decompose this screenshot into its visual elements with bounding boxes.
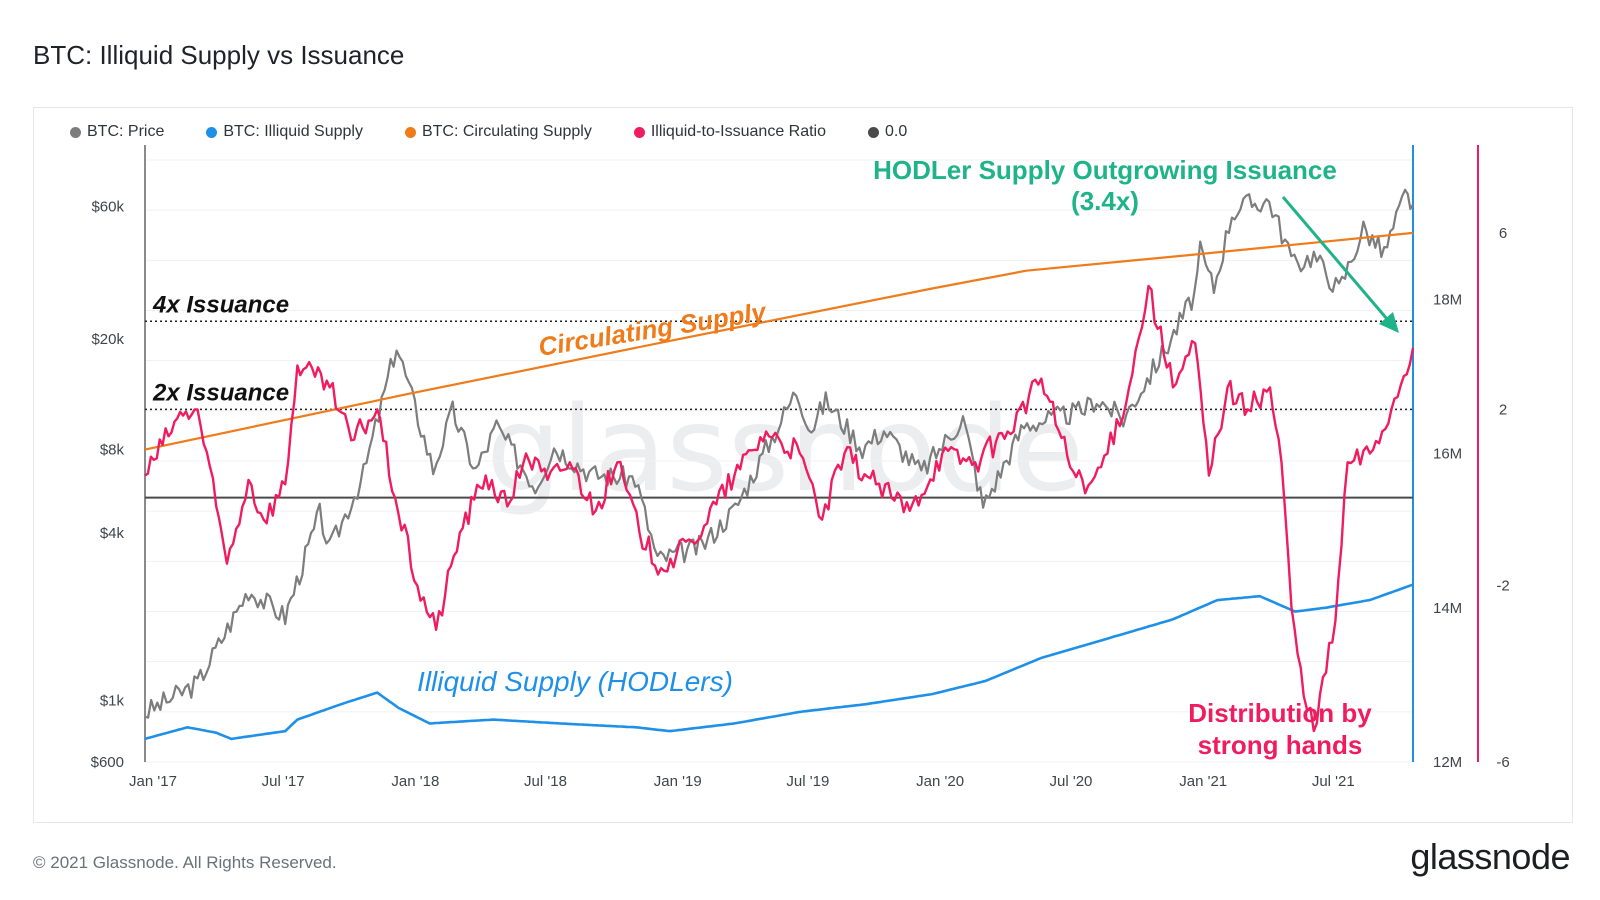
ratio-tick-label: -2 bbox=[1496, 578, 1509, 595]
legend-item-zero[interactable]: 0.0 bbox=[868, 123, 907, 141]
footer-copyright: © 2021 Glassnode. All Rights Reserved. bbox=[33, 853, 337, 872]
legend-item-ratio[interactable]: Illiquid-to-Issuance Ratio bbox=[633, 123, 827, 141]
x-tick-label: Jul '19 bbox=[786, 773, 829, 790]
supply-axis: 12M 14M 16M 18M bbox=[1433, 291, 1462, 771]
x-tick-label: Jul '17 bbox=[262, 773, 305, 790]
annotation-arrow-line bbox=[1281, 196, 1395, 327]
legend-label-ratio: Illiquid-to-Issuance Ratio bbox=[650, 123, 827, 140]
ratio-tick-label: 2 bbox=[1499, 401, 1507, 418]
x-tick-label: Jan '18 bbox=[391, 773, 439, 790]
ratio-tick-label: 6 bbox=[1499, 225, 1507, 242]
legend-dot-zero bbox=[868, 126, 880, 138]
legend-label-illiquid-supply: BTC: Illiquid Supply bbox=[223, 123, 363, 140]
reference-line-label: 4x Issuance bbox=[152, 291, 289, 318]
supply-tick-label: 16M bbox=[1433, 446, 1462, 463]
series-lines bbox=[144, 188, 1415, 741]
series-illiquid-supply-line bbox=[144, 583, 1414, 741]
x-tick-label: Jul '18 bbox=[524, 773, 567, 790]
legend-item-circulating-supply[interactable]: BTC: Circulating Supply bbox=[404, 123, 592, 141]
legend-label-zero: 0.0 bbox=[885, 123, 908, 140]
supply-tick-label: 18M bbox=[1433, 291, 1462, 308]
annotation-arrow-head bbox=[1379, 312, 1399, 333]
series-ratio-line bbox=[144, 284, 1415, 733]
price-tick-label: $8k bbox=[100, 442, 125, 459]
supply-tick-label: 12M bbox=[1433, 754, 1462, 771]
annotation-hodler-ratio: (3.4x) bbox=[1071, 186, 1139, 216]
price-tick-label: $600 bbox=[91, 754, 124, 771]
chart-frame bbox=[33, 107, 1573, 823]
series-circulating-supply-line bbox=[144, 231, 1414, 451]
x-axis: Jan '17 Jul '17 Jan '18 Jul '18 Jan '19 Jul '… bbox=[129, 773, 1355, 790]
annotation-circulating-supply: Circulating Supply bbox=[536, 296, 769, 362]
price-tick-label: $20k bbox=[91, 331, 124, 348]
x-tick-label: Jan '17 bbox=[129, 773, 177, 790]
annotation-distribution-line2: strong hands bbox=[1198, 730, 1363, 760]
legend-dot-ratio bbox=[633, 126, 645, 138]
legend-item-illiquid-supply[interactable]: BTC: Illiquid Supply bbox=[206, 123, 363, 141]
legend-dot-illiquid-supply bbox=[206, 126, 218, 138]
price-tick-label: $60k bbox=[91, 199, 124, 216]
supply-tick-label: 14M bbox=[1433, 600, 1462, 617]
x-tick-label: Jul '21 bbox=[1312, 773, 1355, 790]
page-title: BTC: Illiquid Supply vs Issuance bbox=[33, 40, 405, 70]
annotation-illiquid-supply: Illiquid Supply (HODLers) bbox=[417, 666, 733, 697]
x-tick-label: Jan '19 bbox=[654, 773, 702, 790]
ratio-tick-label: -6 bbox=[1496, 754, 1509, 771]
legend-item-price[interactable]: BTC: Price bbox=[70, 123, 164, 141]
legend-label-circulating-supply: BTC: Circulating Supply bbox=[421, 123, 592, 140]
x-tick-label: Jan '21 bbox=[1179, 773, 1227, 790]
annotation-hodler-title: HODLer Supply Outgrowing Issuance bbox=[873, 155, 1337, 185]
chart-legend: BTC: Price BTC: Illiquid Supply BTC: Cir… bbox=[70, 123, 949, 141]
reference-line-label: 2x Issuance bbox=[152, 379, 289, 406]
legend-dot-price bbox=[70, 126, 81, 138]
grid-lines bbox=[144, 145, 1479, 763]
price-tick-label: $4k bbox=[100, 525, 125, 542]
annotation-distribution-line1: Distribution by bbox=[1188, 698, 1372, 728]
price-axis: $600 $1k $4k $8k $20k $60k bbox=[91, 199, 125, 771]
ratio-axis: -6 -2 2 6 bbox=[1496, 225, 1509, 771]
legend-label-price: BTC: Price bbox=[87, 123, 165, 140]
x-tick-label: Jul '20 bbox=[1049, 773, 1092, 790]
x-tick-label: Jan '20 bbox=[916, 773, 964, 790]
legend-dot-circulating-supply bbox=[404, 126, 416, 138]
price-tick-label: $1k bbox=[100, 692, 125, 709]
brand-logo: glassnode bbox=[1410, 836, 1570, 877]
series-price-line bbox=[144, 188, 1414, 719]
